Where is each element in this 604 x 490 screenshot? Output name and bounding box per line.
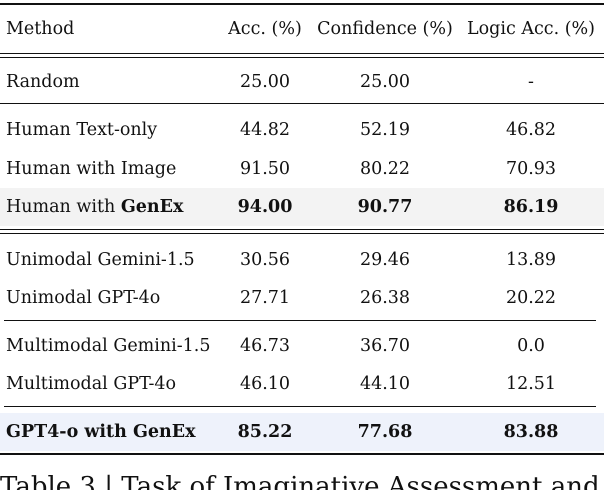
table-row-human-with-image: Human with Image 91.50 80.22 70.93 <box>0 150 604 188</box>
row-confidence: 90.77 <box>357 197 413 217</box>
row-acc: 91.50 <box>239 159 291 179</box>
row-method: Multimodal GPT-4o <box>6 374 177 394</box>
row-method-prefix: Human with <box>6 197 121 217</box>
row-method: Human with GenEx <box>6 188 183 226</box>
table-row-multimodal-gpt4o: Multimodal GPT-4o 46.10 44.10 12.51 <box>0 365 604 403</box>
row-logic-acc: 83.88 <box>503 422 559 442</box>
row-confidence: 44.10 <box>359 374 411 394</box>
bottom-rule <box>0 453 604 455</box>
header-confidence: Confidence (%) <box>317 19 453 39</box>
row-logic-acc: 13.89 <box>505 250 557 270</box>
header-double-rule-top <box>0 53 604 54</box>
row-logic-acc: 12.51 <box>505 374 557 394</box>
row-acc: 46.10 <box>239 374 291 394</box>
row-method-bold: GenEx <box>120 197 184 217</box>
row-acc: 30.56 <box>239 250 291 270</box>
row-acc: 27.71 <box>239 288 291 308</box>
table-row-human-text-only: Human Text-only 44.82 52.19 46.82 <box>0 111 604 149</box>
row-confidence: 36.70 <box>359 336 411 356</box>
row-logic-acc: 86.19 <box>503 197 559 217</box>
section-rule-partial <box>4 320 596 321</box>
row-acc: 85.22 <box>237 422 293 442</box>
header-double-rule-bottom <box>0 57 604 58</box>
section-double-rule-bottom <box>0 233 604 234</box>
row-method: Multimodal Gemini-1.5 <box>6 336 211 356</box>
table-row-multimodal-gemini: Multimodal Gemini-1.5 46.73 36.70 0.0 <box>0 327 604 365</box>
row-confidence: 80.22 <box>359 159 411 179</box>
table-row-random: Random 25.00 25.00 - <box>0 63 604 101</box>
row-method: Unimodal Gemini-1.5 <box>6 250 195 270</box>
row-acc: 46.73 <box>239 336 291 356</box>
section-rule <box>0 103 604 104</box>
section-double-rule-top <box>0 229 604 230</box>
row-logic-acc: 0.0 <box>517 336 545 356</box>
top-rule <box>0 3 604 5</box>
row-confidence: 29.46 <box>359 250 411 270</box>
row-logic-acc: 70.93 <box>505 159 557 179</box>
table-caption: Table 3 | Task of Imaginative Assessment… <box>0 472 604 490</box>
table-header-row: Method Acc. (%) Confidence (%) Logic Acc… <box>0 8 604 50</box>
section-rule-partial-2 <box>4 406 596 407</box>
header-acc: Acc. (%) <box>228 19 302 39</box>
table-row-human-with-genex: Human with GenEx 94.00 90.77 86.19 <box>0 188 604 226</box>
row-acc: 25.00 <box>239 72 291 92</box>
header-logic-acc: Logic Acc. (%) <box>467 19 595 39</box>
row-logic-acc: 20.22 <box>505 288 557 308</box>
table-row-unimodal-gemini: Unimodal Gemini-1.5 30.56 29.46 13.89 <box>0 241 604 279</box>
row-method: Human Text-only <box>6 120 158 140</box>
row-confidence: 26.38 <box>359 288 411 308</box>
row-logic-acc: 46.82 <box>505 120 557 140</box>
row-acc: 44.82 <box>239 120 291 140</box>
row-method: Human with Image <box>6 159 177 179</box>
table-row-unimodal-gpt4o: Unimodal GPT-4o 27.71 26.38 20.22 <box>0 279 604 317</box>
header-method: Method <box>6 19 75 39</box>
row-logic-acc: - <box>528 72 534 92</box>
row-method: Unimodal GPT-4o <box>6 288 161 308</box>
row-method: Random <box>6 72 80 92</box>
row-confidence: 25.00 <box>359 72 411 92</box>
row-acc: 94.00 <box>237 197 293 217</box>
row-confidence: 77.68 <box>357 422 413 442</box>
row-method: GPT4-o with GenEx <box>6 422 196 442</box>
table-row-gpt4o-with-genex: GPT4-o with GenEx 85.22 77.68 83.88 <box>0 413 604 451</box>
row-confidence: 52.19 <box>359 120 411 140</box>
